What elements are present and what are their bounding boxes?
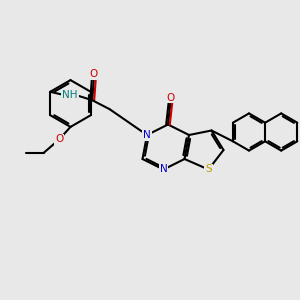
- Text: NH: NH: [62, 90, 78, 100]
- Text: O: O: [90, 69, 98, 80]
- Text: N: N: [160, 164, 167, 175]
- Text: O: O: [166, 92, 175, 103]
- Text: S: S: [205, 164, 212, 175]
- Text: O: O: [55, 134, 63, 145]
- Text: N: N: [143, 130, 151, 140]
